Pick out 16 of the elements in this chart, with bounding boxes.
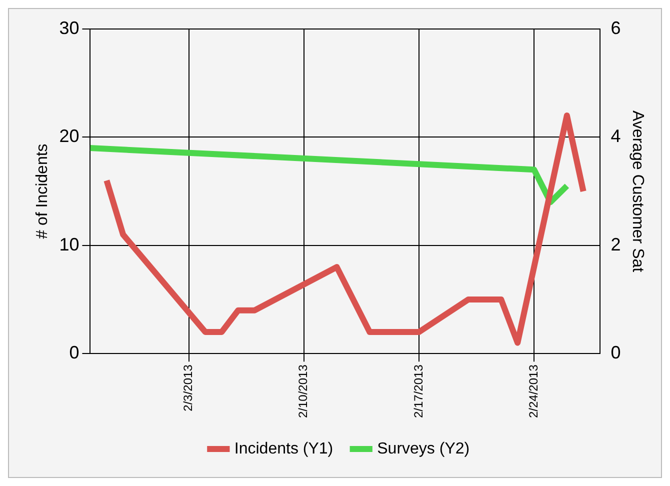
- y2-tick-label: 0: [610, 342, 621, 363]
- y-tick-label: 20: [59, 126, 80, 146]
- y2-tick-label: 4: [610, 126, 621, 146]
- x-tick-label: 2/17/2013: [411, 364, 426, 418]
- y-tick-label: 30: [59, 18, 80, 38]
- legend-label: Surveys (Y2): [377, 440, 470, 458]
- y-tick-label: 0: [69, 342, 80, 363]
- y-axis-title: # of Incidents: [34, 144, 52, 239]
- y2-axis-title: Average Customer Sat: [628, 110, 646, 273]
- legend-label: Incidents (Y1): [234, 440, 334, 458]
- x-tick-label: 2/10/2013: [296, 364, 310, 418]
- x-tick-label: 2/24/2013: [526, 364, 540, 418]
- x-tick-label: 2/3/2013: [181, 364, 196, 412]
- y2-tick-label: 6: [610, 18, 621, 38]
- y2-tick-label: 2: [610, 234, 621, 254]
- y-tick-label: 10: [59, 234, 80, 254]
